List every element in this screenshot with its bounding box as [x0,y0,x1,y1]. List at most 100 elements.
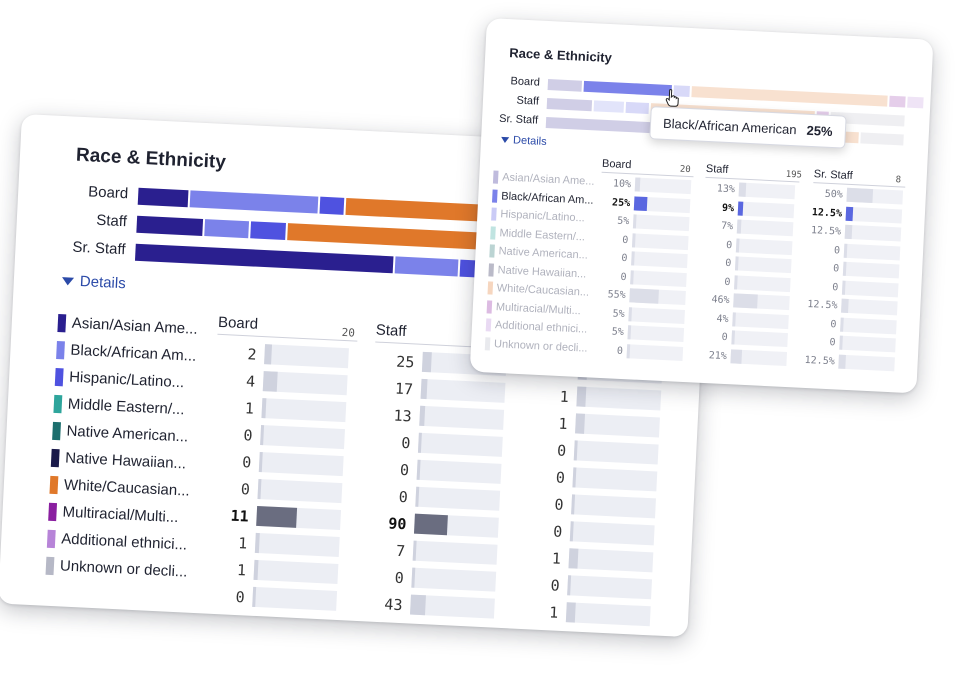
cell-value: 0 [831,281,839,293]
bar-segment[interactable] [203,219,250,239]
cell-bar-track [730,348,788,366]
bar-segment[interactable] [319,196,345,215]
legend-item[interactable]: Native American... [52,421,189,447]
legend-swatch [57,314,67,333]
cell-value: 9% [721,202,735,214]
legend-item[interactable]: Black/African Am... [492,188,594,207]
bar-segment[interactable] [546,98,592,112]
legend-label: Native Hawaiian... [64,449,187,473]
legend-item[interactable]: Middle Eastern/... [53,394,185,419]
legend-item[interactable]: Native Hawaiian... [50,448,187,474]
cell-value: 0 [241,453,252,472]
bar-segment[interactable] [250,221,286,240]
legend-swatch [45,556,55,576]
cell-value: 0 [721,331,728,344]
cell-bar-track [846,187,904,205]
bar-segment[interactable] [547,79,583,92]
cell-value: 7% [720,220,734,233]
cell-bar-fill [843,243,848,258]
cell-bar-track [734,274,791,292]
cell-bar-fill [256,505,297,528]
legend-item[interactable]: Native Hawaiian... [488,262,587,281]
legend-item[interactable]: Additional ethnici... [485,318,588,336]
bar-segment[interactable] [593,100,625,113]
cell-value: 0 [725,239,733,251]
legend-label: White/Caucasian... [63,476,191,500]
details-table: 10% 25% 5% 0 0 0 55% 5% 5% 0 13% 9% 7% 0 0 0 46% 4% 0 21% 50… [487,18,933,371]
cell-bar-fill [838,354,846,369]
legend-item[interactable]: Native American... [489,244,588,262]
column-header-sr-staff: Sr. Staff [813,168,853,183]
bar-segment[interactable] [860,132,904,146]
cell-value: 0 [724,276,731,288]
cell-value: 4% [716,313,729,325]
legend-swatch [46,529,56,549]
bar-segment[interactable] [189,190,319,214]
legend-item[interactable]: Multiracial/Multi... [48,502,179,527]
cell-bar-fill [630,269,634,284]
legend-item[interactable]: Hispanic/Latino... [491,207,585,225]
legend-label: Asian/Asian Ame... [501,171,595,188]
bar-segment[interactable] [889,95,906,108]
legend-item[interactable]: Unknown or decli... [45,556,188,582]
cell-bar-track [734,256,792,274]
cell-bar-track [838,354,895,371]
legend-item[interactable]: Middle Eastern/... [490,225,585,244]
bar-segment[interactable] [137,187,189,208]
bar-segment[interactable] [907,96,924,109]
cell-bar-track [571,494,656,519]
legend-item[interactable]: Black/African Am... [56,341,197,366]
cell-bar-fill [262,371,279,392]
legend-list: Asian/Asian Ame... Black/African Am... His… [484,18,933,354]
legend-item[interactable]: White/Caucasian... [487,281,590,299]
card-title: Race & Ethnicity [508,45,613,66]
legend-item[interactable]: White/Caucasian... [49,475,191,501]
legend-item[interactable]: Multiracial/Multi... [486,299,581,318]
cell-value: 5% [611,326,625,339]
cell-bar-track [575,413,660,438]
legend-item[interactable]: Hispanic/Latino... [54,367,185,392]
cell-bar-fill [258,452,263,473]
cell-bar-fill [631,251,635,266]
details-toggle[interactable]: Details [500,134,547,148]
bar-segment[interactable] [134,243,394,274]
cell-bar-track [631,251,688,269]
cell-bar-fill [846,187,874,204]
group-label-board: Board [87,183,129,203]
cell-value: 0 [235,588,246,607]
cell-bar-fill [420,378,429,400]
bar-segment[interactable] [583,80,672,97]
cell-bar-fill [633,195,648,211]
cell-bar-fill [254,532,260,554]
legend-swatch [48,502,58,522]
column-total-board: 20 [341,325,356,340]
cell-bar-track [627,325,685,342]
cell-bar-track [419,405,505,430]
group-label-sr-staff: Sr. Staff [498,112,539,127]
bar-segment[interactable] [136,215,203,236]
bar-segment[interactable] [625,101,650,115]
bar-segment[interactable] [394,256,459,277]
legend-label: Middle Eastern/... [67,395,185,419]
cell-value: 1 [236,561,247,580]
cell-value: 13 [393,406,413,426]
cell-bar-fill [730,348,743,364]
cell-bar-fill [737,200,744,216]
cell-bar-track [565,602,651,627]
bar-segment[interactable] [691,86,888,107]
column-header-staff: Staff [705,162,729,176]
legend-item[interactable]: Additional ethnici... [46,529,187,555]
cell-value: 0 [400,433,411,453]
cell-bar-track [261,398,347,423]
cell-value: 90 [387,514,407,534]
cell-bar-track [416,459,502,484]
cell-bar-track [626,343,684,361]
cell-value: 43 [383,595,403,615]
cell-bar-track [732,311,789,329]
cell-value: 50% [824,188,844,201]
legend-item[interactable]: Asian/Asian Ame... [492,170,595,189]
legend-item[interactable]: Asian/Asian Ame... [57,314,198,339]
column-header-staff: Staff [375,321,407,341]
details-toggle[interactable]: Details [61,272,126,292]
legend-item[interactable]: Unknown or decli... [484,336,588,355]
